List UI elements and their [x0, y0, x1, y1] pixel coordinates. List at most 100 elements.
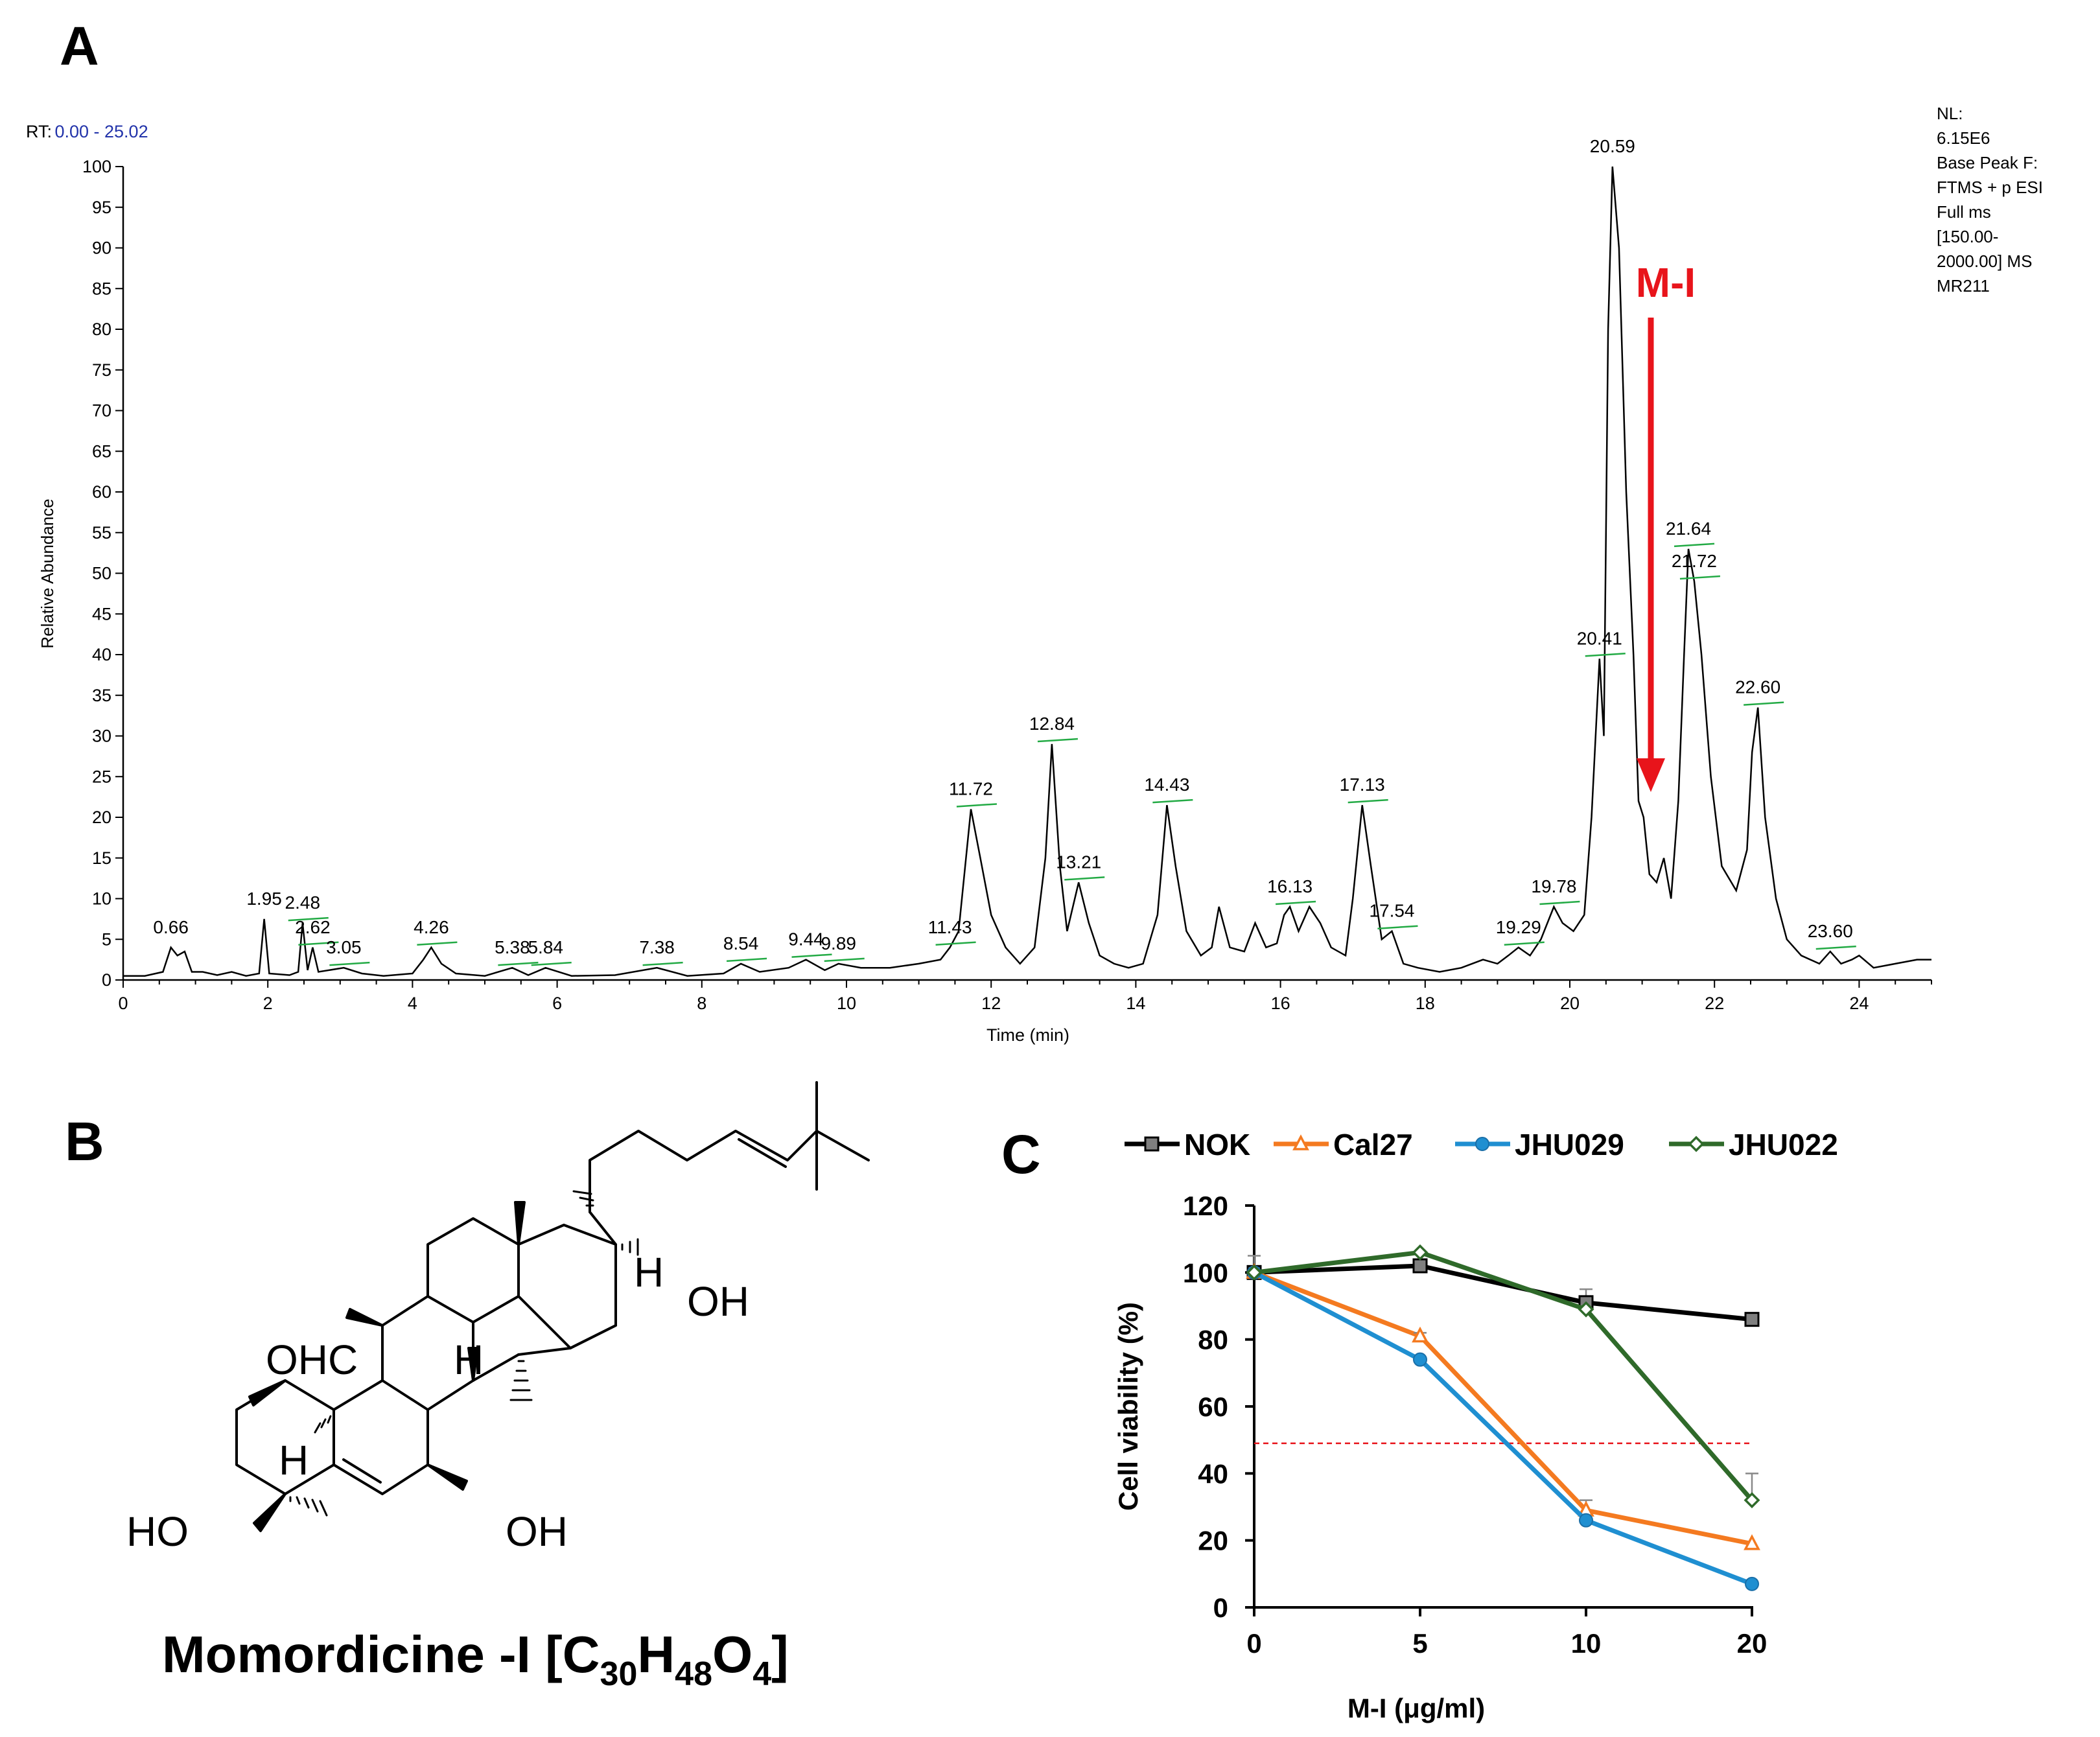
marker-triangle: [1412, 1326, 1429, 1343]
chromatogram-panel: RT: 0.00 - 25.02 05101520253035404550556…: [26, 104, 2043, 1045]
marker-square: [1144, 1136, 1160, 1152]
integration-mark: [531, 961, 572, 966]
integration-mark: [1504, 941, 1545, 946]
viability-xlabel: M-I (μg/ml): [1348, 1693, 1485, 1723]
viability-y-tick-label: 60: [1198, 1392, 1228, 1422]
integration-mark: [956, 803, 998, 808]
wedge-ho: [248, 1379, 286, 1406]
peak-label: 11.72: [949, 778, 993, 799]
side-chain: [589, 1130, 870, 1246]
integration-mark: [1276, 900, 1316, 905]
y-tick-label: 75: [92, 360, 111, 380]
integration-mark: [642, 961, 683, 966]
wedge-ohc: [345, 1308, 384, 1327]
viability-x-tick-label: 10: [1571, 1628, 1602, 1659]
peak-label: 5.84: [528, 937, 563, 957]
viability-axes: 0 20 40 60 80 100 120 0 5 10 20: [1183, 1191, 1767, 1659]
viability-y-tick-label: 100: [1183, 1257, 1228, 1288]
peak-label: 11.43: [928, 917, 972, 937]
wedge-oh: [426, 1463, 468, 1491]
legend-label: JHU029: [1515, 1128, 1624, 1161]
formula-sub-3: 4: [752, 1655, 771, 1693]
peak-label: 1.95: [246, 889, 282, 909]
viability-x-tick-label: 20: [1737, 1628, 1768, 1659]
scan-info: NL: 6.15E6 Base Peak F: FTMS + p ESI Full ms…: [1937, 104, 2043, 296]
integration-mark: [298, 941, 339, 946]
y-tick-label: 0: [102, 970, 111, 990]
formula-sub-1: 30: [600, 1655, 638, 1693]
viability-ylabel: Cell viability (%): [1113, 1302, 1143, 1511]
chromatogram-ylabel: Relative Abundance: [38, 498, 57, 648]
x-tick-label: 14: [1126, 994, 1145, 1013]
series-jhu022: [1246, 1244, 1760, 1509]
scan-info-line: 2000.00] MS: [1937, 251, 2032, 271]
peak-label: 9.89: [821, 933, 856, 953]
x-tick-label: 20: [1560, 994, 1580, 1013]
peak-label: 21.64: [1666, 519, 1711, 539]
series-line: [1254, 1250, 1754, 1502]
y-tick-label: 40: [92, 645, 111, 664]
formula-h: H: [637, 1626, 675, 1683]
scan-info-line: NL:: [1937, 104, 1963, 123]
integration-mark: [1064, 876, 1105, 881]
viability-panel: NOK Cal27 JHU029 JHU022 0 20 40 60 80 100 120 0 5 10…: [1113, 1128, 1838, 1723]
legend-label: NOK: [1184, 1128, 1250, 1161]
ring-d: [472, 1224, 617, 1349]
bond-d: [517, 1347, 572, 1356]
ring-b: [332, 1379, 429, 1495]
peak-label: 23.60: [1808, 921, 1853, 941]
peak-label: 0.66: [153, 917, 189, 937]
viability-series: [1246, 1244, 1760, 1591]
y-tick-label: 65: [92, 441, 111, 461]
bond-d2: [569, 1324, 617, 1349]
integration-mark: [824, 957, 865, 962]
y-tick-label: 95: [92, 198, 111, 217]
peak-label: 16.13: [1267, 876, 1312, 896]
series-line: [1253, 1270, 1753, 1587]
peak-label: 5.38: [495, 937, 530, 957]
peak-label: 8.54: [723, 933, 759, 953]
x-tick-label: 4: [408, 994, 417, 1013]
viability-legend: NOK Cal27 JHU029 JHU022: [1125, 1128, 1838, 1161]
legend-item-nok: NOK: [1125, 1128, 1250, 1161]
wedge-methyl-c4: [253, 1493, 286, 1532]
marker-square: [1744, 1312, 1760, 1327]
y-tick-label: 60: [92, 482, 111, 502]
compound-title-main: Momordicine -I [C: [162, 1626, 600, 1683]
wedge-methyl-c13: [514, 1201, 526, 1246]
panel-label-a: A: [60, 16, 99, 76]
formula-sub-2: 48: [675, 1655, 712, 1693]
m-i-arrow: [1636, 318, 1665, 792]
x-tick-label: 0: [118, 994, 128, 1013]
viability-y-tick-label: 20: [1198, 1526, 1228, 1556]
marker-triangle: [1744, 1534, 1760, 1550]
wedge-h-center: [467, 1347, 479, 1382]
integration-marks: [288, 542, 1856, 966]
integration-mark: [417, 941, 458, 946]
chromatogram-axes: 0510152025303540455055606570758085909510…: [82, 157, 1932, 1013]
chromatogram-xlabel: Time (min): [986, 1025, 1069, 1045]
series-line: [1253, 1270, 1753, 1546]
peak-label: 22.60: [1735, 677, 1780, 697]
compound-name: Momordicine -I [C30H48O4]: [162, 1626, 789, 1693]
rt-range: RT: 0.00 - 25.02: [26, 122, 148, 141]
arrow-head: [1636, 758, 1665, 792]
viability-y-tick-label: 120: [1183, 1191, 1228, 1221]
h-center-label: H: [454, 1336, 484, 1383]
panel-label-b: B: [65, 1111, 104, 1172]
ho-label: HO: [126, 1508, 189, 1555]
series-jhu029: [1247, 1265, 1759, 1591]
viability-x-tick-label: 5: [1412, 1628, 1427, 1659]
scan-info-line: [150.00-: [1937, 227, 1998, 246]
oh-bottom-label: OH: [506, 1508, 568, 1555]
marker-diamond: [1246, 1264, 1263, 1281]
series-line: [1254, 1263, 1753, 1322]
oh-side-label: OH: [687, 1278, 749, 1325]
y-tick-label: 30: [92, 727, 111, 746]
x-tick-label: 16: [1271, 994, 1290, 1013]
peak-labels: 0.66 1.95 2.48 2.623.05 4.26 5.385.84 7.38 8.54…: [153, 136, 1852, 957]
rt-value: 0.00 - 25.02: [54, 122, 148, 141]
ring-c: [381, 1295, 474, 1411]
peak-label: 2.48: [285, 892, 321, 913]
y-tick-label: 5: [102, 929, 111, 949]
